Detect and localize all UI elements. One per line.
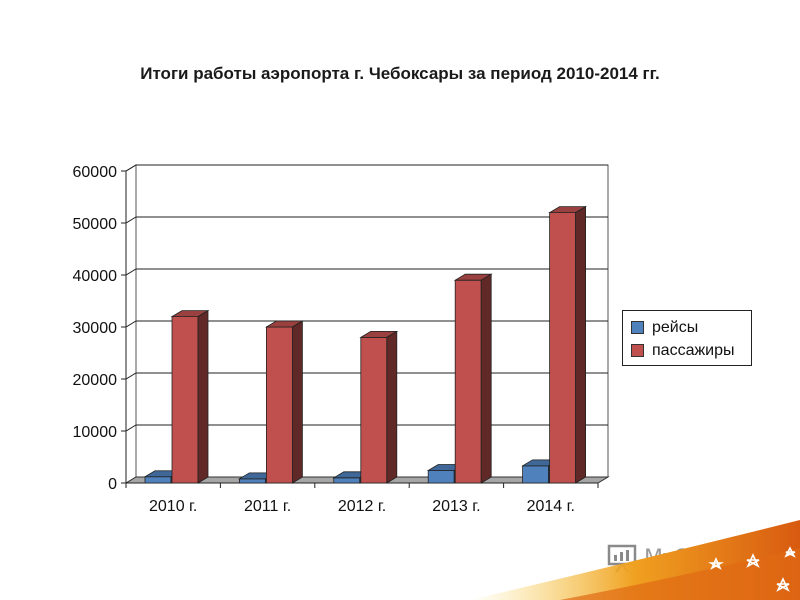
gridline <box>125 372 608 380</box>
legend-item-passengers: пассажиры <box>631 339 751 362</box>
y-tick-label: 20000 <box>73 372 118 389</box>
legend-swatch-flights <box>631 321 644 334</box>
legend-label-passengers: пассажиры <box>652 341 735 359</box>
gridline <box>125 320 608 328</box>
y-tick-label: 50000 <box>73 216 118 233</box>
bar-passengers-side <box>386 330 398 484</box>
bar-passengers <box>265 326 293 484</box>
gridline <box>125 424 608 432</box>
y-tick-label: 40000 <box>73 268 118 285</box>
y-tick-label: 60000 <box>73 164 118 181</box>
bar-passengers <box>549 212 576 484</box>
bar-passengers <box>360 336 388 484</box>
bar-passengers <box>454 279 482 484</box>
bar-passengers <box>171 316 199 484</box>
gridline <box>125 268 608 276</box>
x-tick-label: 2013 г. <box>432 498 480 515</box>
legend-swatch-passengers <box>631 344 644 357</box>
gridline <box>125 216 608 224</box>
x-tick-label: 2011 г. <box>244 498 291 515</box>
bar-passengers-side <box>480 273 492 484</box>
chart-title: Итоги работы аэропорта г. Чебоксары за п… <box>140 64 660 83</box>
y-tick-label: 10000 <box>73 424 118 441</box>
legend-label-flights: рейсы <box>652 318 699 336</box>
bar-passengers-side <box>575 205 586 484</box>
bar-passengers-side <box>197 309 209 484</box>
x-tick-label: 2010 г. <box>149 498 197 515</box>
y-tick-label: 0 <box>108 476 117 493</box>
bar-passengers-side <box>291 320 303 484</box>
x-tick-label: 2014 г. <box>527 498 575 515</box>
x-tick-label: 2012 г. <box>338 498 386 515</box>
gridline <box>125 164 608 172</box>
legend-item-flights: рейсы <box>631 316 751 339</box>
legend: рейсы пассажиры <box>622 310 752 366</box>
y-tick-label: 30000 <box>73 320 118 337</box>
